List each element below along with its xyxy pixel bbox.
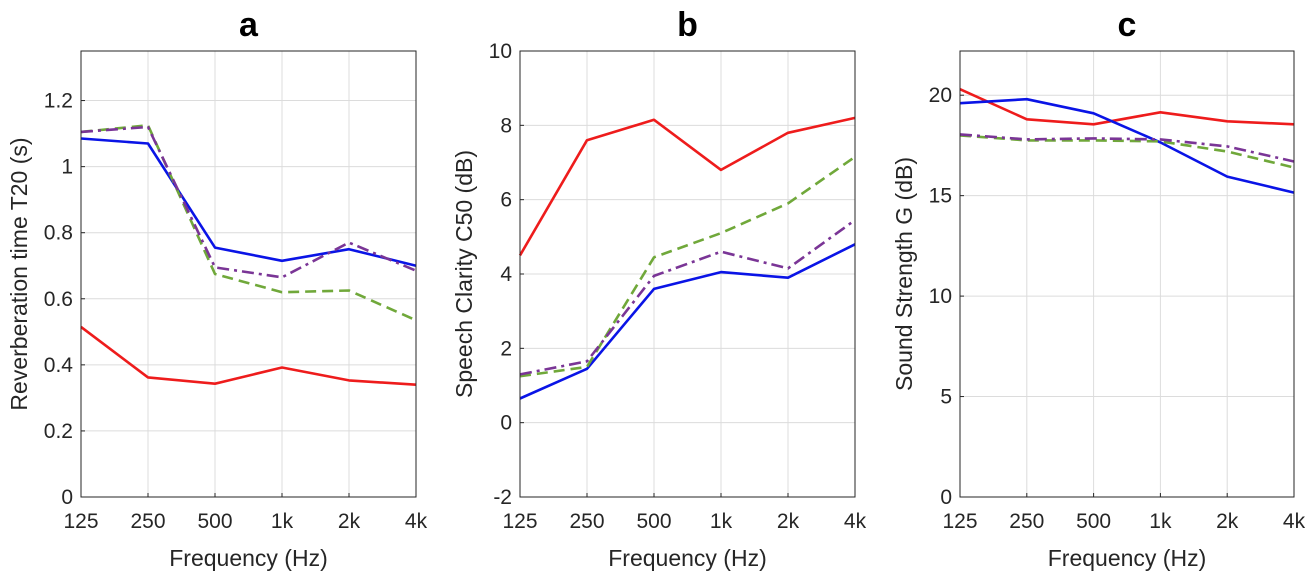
series-line-a-blue (80, 137, 417, 267)
x-axis-label-b: Frequency (Hz) (608, 545, 766, 571)
y-tick-label-a-0.6: 0.6 (44, 288, 73, 311)
series-line-a-red (80, 325, 417, 386)
x-tick-label-b-1k: 1k (710, 510, 733, 533)
panel-title-a: a (239, 6, 259, 44)
x-tick-label-c-2k: 2k (1216, 510, 1239, 533)
series-line-a-purple (80, 125, 417, 279)
y-tick-label-b-8: 8 (500, 114, 512, 137)
series-line-b-green (519, 155, 856, 378)
x-tick-label-b-250: 250 (569, 510, 604, 533)
x-tick-label-c-1k: 1k (1149, 510, 1172, 533)
x-tick-label-a-250: 250 (130, 510, 165, 533)
series-line-c-purple (959, 133, 1295, 163)
y-tick-label-a-0.4: 0.4 (44, 354, 74, 377)
x-tick-label-c-125: 125 (942, 510, 977, 533)
x-axis-label-c: Frequency (Hz) (1048, 545, 1206, 571)
y-tick-label-b-2: 2 (500, 337, 512, 360)
y-axis-label-c: Sound Strength G (dB) (891, 157, 917, 391)
y-tick-label-a-0.2: 0.2 (44, 420, 73, 443)
x-tick-label-c-4k: 4k (1283, 510, 1306, 533)
x-tick-label-b-125: 125 (502, 510, 537, 533)
x-tick-label-c-500: 500 (1076, 510, 1111, 533)
y-tick-label-b-6: 6 (500, 189, 512, 212)
panel-c: 0 5 10 15 20 125 250 500 1k 2k 4k Frequency (Hz) Sou… (891, 6, 1306, 571)
panel-title-c: c (1118, 6, 1137, 44)
series-line-c-red (959, 88, 1295, 126)
x-tick-label-b-4k: 4k (844, 510, 867, 533)
x-tick-label-a-125: 125 (63, 510, 98, 533)
x-tick-label-a-2k: 2k (338, 510, 361, 533)
series-line-b-purple (519, 219, 856, 376)
x-tick-label-c-250: 250 (1009, 510, 1044, 533)
panel-b: -2 0 2 4 6 8 10 125 250 500 1k 2k 4k Frequency (Hz) Sp… (451, 6, 867, 571)
y-tick-label-c-0: 0 (940, 486, 952, 509)
x-tick-label-a-1k: 1k (271, 510, 294, 533)
x-tick-label-b-500: 500 (636, 510, 671, 533)
series-line-a-green (80, 124, 417, 322)
y-tick-label-c-10: 10 (929, 285, 952, 308)
y-tick-label-b-0: 0 (500, 412, 512, 435)
panel-a: 0 0.2 0.4 0.6 0.8 1 1.2 125 250 500 1k 2k 4k Frequenc… (6, 6, 428, 571)
axes-frame-a (80, 50, 417, 498)
series-line-b-red (518, 116, 856, 257)
y-tick-label-c-15: 15 (929, 185, 952, 208)
y-axis-label-a: Reverberation time T20 (s) (6, 137, 32, 410)
series-line-c-blue (959, 97, 1295, 194)
y-tick-label-a-1: 1 (61, 156, 73, 179)
y-axis-label-b: Speech Clarity C50 (dB) (451, 150, 477, 398)
y-tick-label-c-20: 20 (929, 84, 952, 107)
plot-area-a (81, 51, 416, 497)
y-tick-label-b-4: 4 (500, 263, 512, 286)
y-tick-label-a-0: 0 (61, 486, 73, 509)
x-tick-label-b-2k: 2k (777, 510, 800, 533)
series-line-b-blue (519, 243, 856, 400)
plot-area-c (960, 51, 1294, 497)
x-tick-label-a-4k: 4k (405, 510, 428, 533)
y-tick-label-a-0.8: 0.8 (44, 222, 73, 245)
y-tick-label-c-5: 5 (940, 386, 952, 409)
axes-frame-c (959, 50, 1295, 498)
x-axis-label-a: Frequency (Hz) (169, 545, 327, 571)
panel-title-b: b (677, 6, 698, 44)
y-tick-label-a-1.2: 1.2 (44, 90, 73, 113)
x-tick-label-a-500: 500 (197, 510, 232, 533)
y-tick-label-b-10: 10 (489, 40, 512, 63)
y-tick-label-b--2: -2 (493, 486, 512, 509)
